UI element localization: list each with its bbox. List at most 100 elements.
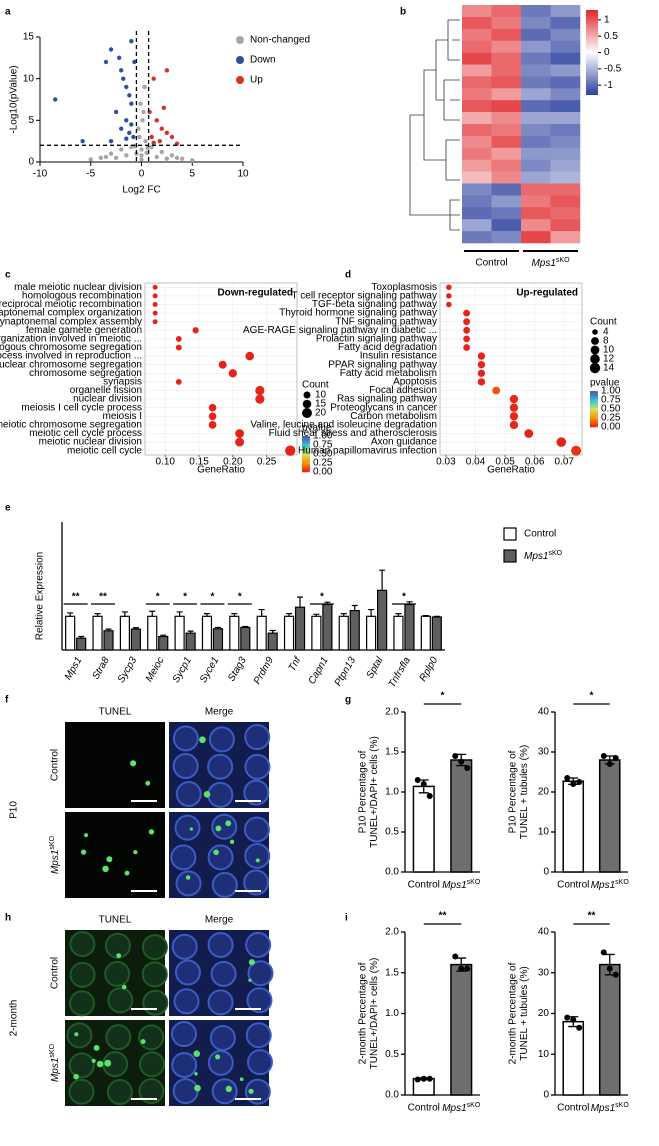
data-point [464, 765, 471, 771]
y-tick-label: 0 [28, 157, 34, 168]
point [149, 134, 154, 140]
tunel-signal [93, 1044, 100, 1051]
y-tick-label: 0.0 [385, 1090, 399, 1101]
significance-mark: * [441, 691, 445, 702]
tubule [207, 989, 234, 1016]
heatmap-cell [550, 124, 581, 137]
dot [152, 284, 158, 290]
legend-label: 14 [603, 363, 615, 374]
x-axis-label: GeneRatio [487, 465, 535, 476]
tunel-signal [194, 1084, 201, 1092]
tubule [245, 931, 272, 958]
colorbar-step [302, 470, 310, 473]
point [157, 138, 162, 144]
chart-title: Up-regulated [516, 288, 578, 299]
point [113, 155, 119, 161]
bar [256, 615, 267, 651]
legend-label: 15 [315, 399, 327, 410]
significance-mark: ** [72, 592, 80, 603]
dot [228, 369, 237, 378]
y-tick-label: 30 [538, 967, 550, 978]
tunel-signal [96, 1060, 104, 1068]
gene-name: Mps1 [50, 850, 61, 874]
x-tick-label: Mps1sKO [442, 879, 481, 891]
tubule [210, 960, 237, 987]
point [103, 59, 109, 65]
category-label: homologous chromosome segregation [0, 342, 142, 353]
heatmap-cell [521, 112, 551, 125]
dot [152, 319, 158, 325]
x-tick-label: Prdm9 [252, 655, 276, 686]
category-label: Valine, leucine and isoleucine degradati… [250, 420, 437, 431]
x-tick-label: Sycp3 [116, 655, 140, 685]
bar [212, 628, 224, 651]
colorbar-tick-label: 0.00 [313, 467, 333, 478]
bar [158, 635, 169, 651]
legend-dot [589, 362, 601, 374]
bar [119, 615, 130, 651]
legend-dot [590, 354, 600, 364]
heatmap-cell [462, 52, 492, 65]
dot [446, 293, 452, 299]
dot [477, 352, 486, 360]
superscript: sKO [615, 1102, 629, 1109]
point [129, 38, 134, 44]
error-bar [297, 596, 304, 608]
heatmap-cell [491, 195, 522, 208]
heatmap-cell [462, 16, 492, 30]
heatmap-cell [462, 112, 492, 125]
x-tick-label: Stra8 [90, 655, 112, 682]
dot [208, 412, 217, 421]
heatmap-cell [521, 183, 551, 196]
point [119, 126, 124, 131]
point [174, 155, 180, 161]
colorbar-tick-label: -1 [604, 80, 613, 91]
dendrogram-branches [409, 19, 460, 231]
tubule [207, 844, 234, 871]
colorbar-tick-label: 1.00 [601, 386, 621, 397]
tubule [211, 813, 238, 840]
y-tick-label: 10 [538, 1049, 550, 1060]
tunel-signal [248, 978, 252, 982]
y-tick-label: 30 [538, 747, 550, 758]
bar [562, 780, 585, 873]
chart-title: Down-regulated [217, 288, 293, 299]
micrograph [65, 812, 165, 898]
legend-label: Control [524, 529, 556, 540]
significance-mark: * [183, 592, 187, 603]
error-bar [105, 628, 112, 631]
significance-mark: * [156, 592, 160, 603]
legend-dot [302, 408, 312, 418]
dot [556, 437, 567, 447]
category-label: nuclear chromosome segregation [0, 359, 142, 370]
heatmap-cell [462, 183, 492, 196]
tubule [175, 781, 202, 808]
heatmap-cell [550, 135, 581, 149]
heatmap-cell [491, 159, 522, 172]
dot [245, 351, 255, 361]
tubule [171, 933, 198, 960]
heatmap-cell [491, 171, 522, 184]
bar [393, 615, 404, 651]
colorbar-step [302, 461, 310, 464]
colorbar-step [590, 391, 598, 393]
gene-name: Mps1 [442, 1103, 466, 1114]
colorbar-tick-label: 0.00 [601, 422, 621, 433]
dot [463, 335, 471, 343]
dot [509, 394, 519, 404]
x-tick-label: Meioc [144, 655, 167, 684]
x-tick-label: Tnfrsfla [387, 655, 413, 690]
heatmap-cell [521, 64, 551, 77]
dot [509, 420, 519, 430]
point [119, 147, 124, 152]
tunel-signal [199, 736, 206, 744]
point [98, 155, 104, 161]
colorbar-step [302, 455, 310, 458]
y-axis-label: 2-month Percentage ofTUNEL+/DAPI+ cells … [357, 958, 380, 1070]
point [154, 118, 159, 123]
heatmap-cell [521, 52, 551, 65]
heatmap-cell [462, 100, 492, 113]
heatmap-cell [550, 16, 581, 30]
tunel-signal [203, 790, 211, 798]
